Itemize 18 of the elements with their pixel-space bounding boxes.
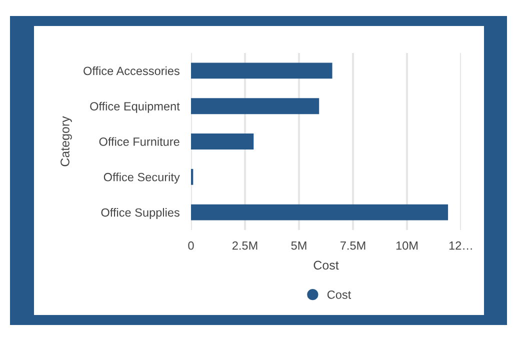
bar bbox=[191, 134, 254, 150]
y-tick-label: Office Equipment bbox=[90, 102, 180, 113]
y-tick-label: Office Supplies bbox=[101, 208, 180, 220]
legend-label: Cost bbox=[327, 290, 352, 299]
bar bbox=[191, 98, 320, 114]
x-tick-label: 7.5M bbox=[340, 242, 366, 250]
y-tick-label: Office Security bbox=[104, 172, 180, 184]
bar bbox=[191, 204, 448, 220]
x-tick-label: 0 bbox=[188, 241, 194, 250]
x-tick-label: 10M bbox=[396, 241, 418, 250]
x-tick-label: 2.5M bbox=[232, 241, 258, 250]
x-tick-label: 12… bbox=[449, 241, 472, 250]
x-tick-label: 5M bbox=[291, 242, 306, 250]
y-axis-title: Category bbox=[60, 116, 72, 166]
y-tick-label: Office Furniture bbox=[99, 137, 180, 146]
bar bbox=[191, 62, 332, 79]
y-tick-label: Office Accessories bbox=[84, 66, 180, 76]
x-axis-title: Cost bbox=[314, 260, 339, 270]
